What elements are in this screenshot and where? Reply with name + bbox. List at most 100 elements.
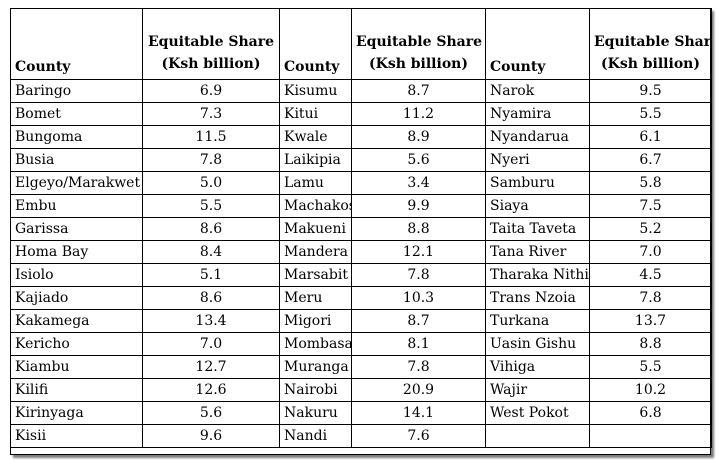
county-name-cell: Nyeri — [485, 148, 590, 172]
table-row: Embu 5.5 Machakos 9.9 Siaya 7.5 — [10, 194, 712, 218]
equitable-share-cell: 9.5 — [589, 79, 712, 103]
equitable-share-cell: 7.0 — [142, 332, 280, 356]
county-name-cell: Makueni — [279, 217, 352, 241]
equitable-share-header: Equitable Share (Ksh billion) — [589, 8, 712, 80]
table-row: Kirinyaga 5.6 Nakuru 14.1 West Pokot 6.8 — [10, 401, 712, 425]
county-name-cell: Mombasa — [279, 332, 352, 356]
equitable-share-cell: 5.8 — [589, 171, 712, 195]
county-name-cell: Homa Bay — [10, 240, 143, 264]
county-name-cell: Kilifi — [10, 378, 143, 402]
equitable-share-cell: 4.5 — [589, 263, 712, 287]
county-name-cell: Wajir — [485, 378, 590, 402]
equitable-share-cell: 8.9 — [351, 125, 486, 149]
county-name-cell: Muranga — [279, 355, 352, 379]
equitable-share-cell: 7.8 — [351, 263, 486, 287]
equitable-share-cell: 9.6 — [142, 424, 280, 448]
county-name-cell: Tana River — [485, 240, 590, 264]
county-name-cell: Garissa — [10, 217, 143, 241]
equitable-share-cell: 8.6 — [142, 217, 280, 241]
county-name-cell: Kajiado — [10, 286, 143, 310]
table-row: Bungoma 11.5 Kwale 8.9 Nyandarua 6.1 — [10, 125, 712, 149]
equitable-share-cell: 8.1 — [351, 332, 486, 356]
equitable-share-header-line1: Equitable Share — [594, 34, 712, 50]
equitable-share-cell: 12.7 — [142, 355, 280, 379]
equitable-share-cell: 10.3 — [351, 286, 486, 310]
equitable-share-cell: 11.2 — [351, 102, 486, 126]
table-header: County Equitable Share (Ksh billion) Cou… — [10, 8, 712, 80]
table-row: Kilifi 12.6 Nairobi 20.9 Wajir 10.2 — [10, 378, 712, 402]
equitable-share-header: Equitable Share (Ksh billion) — [351, 8, 486, 80]
county-name-cell: Isiolo — [10, 263, 143, 287]
county-name-cell: Kisumu — [279, 79, 352, 103]
equitable-share-cell: 5.6 — [142, 401, 280, 425]
equitable-share-cell: 5.6 — [351, 148, 486, 172]
equitable-share-header: Equitable Share (Ksh billion) — [142, 8, 280, 80]
equitable-share-cell: 5.5 — [142, 194, 280, 218]
table-row: Bomet 7.3 Kitui 11.2 Nyamira 5.5 — [10, 102, 712, 126]
equitable-share-cell: 7.8 — [351, 355, 486, 379]
table-row: Elgeyo/Marakwet 5.0 Lamu 3.4 Samburu 5.8 — [10, 171, 712, 195]
equitable-share-cell: 5.5 — [589, 355, 712, 379]
equitable-share-cell: 12.6 — [142, 378, 280, 402]
table-row: Baringo 6.9 Kisumu 8.7 Narok 9.5 — [10, 79, 712, 103]
county-name-cell: Meru — [279, 286, 352, 310]
table-body: Baringo 6.9 Kisumu 8.7 Narok 9.5 Bomet 7.3 Kitui… — [10, 79, 712, 448]
county-name-cell: Baringo — [10, 79, 143, 103]
county-name-cell: Uasin Gishu — [485, 332, 590, 356]
equitable-share-cell: 3.4 — [351, 171, 486, 195]
county-name-cell: Kisii — [10, 424, 143, 448]
equitable-share-cell: 5.2 — [589, 217, 712, 241]
equitable-share-header-line2: (Ksh billion) — [369, 56, 468, 72]
equitable-share-cell: 7.5 — [589, 194, 712, 218]
county-name-cell: Bungoma — [10, 125, 143, 149]
table-row: Kericho 7.0 Mombasa 8.1 Uasin Gishu 8.8 — [10, 332, 712, 356]
county-header: County — [279, 8, 352, 80]
equitable-share-cell: 13.7 — [589, 309, 712, 333]
equitable-share-cell: 12.1 — [351, 240, 486, 264]
equitable-share-cell — [589, 424, 712, 448]
equitable-share-cell: 11.5 — [142, 125, 280, 149]
county-name-cell: Taita Taveta — [485, 217, 590, 241]
county-name-cell: Nakuru — [279, 401, 352, 425]
equitable-share-cell: 7.8 — [142, 148, 280, 172]
county-name-cell: Migori — [279, 309, 352, 333]
county-header: County — [485, 8, 590, 80]
equitable-share-cell: 6.7 — [589, 148, 712, 172]
county-name-cell: Nyandarua — [485, 125, 590, 149]
equitable-share-cell: 20.9 — [351, 378, 486, 402]
table-row: Garissa 8.6 Makueni 8.8 Taita Taveta 5.2 — [10, 217, 712, 241]
equitable-share-cell: 8.7 — [351, 79, 486, 103]
county-name-cell: Kakamega — [10, 309, 143, 333]
county-header: County — [10, 8, 143, 80]
county-name-cell: Bomet — [10, 102, 143, 126]
county-name-cell: Nyamira — [485, 102, 590, 126]
equitable-share-cell: 14.1 — [351, 401, 486, 425]
equitable-share-cell: 8.7 — [351, 309, 486, 333]
county-name-cell: Samburu — [485, 171, 590, 195]
table-row: Kakamega 13.4 Migori 8.7 Turkana 13.7 — [10, 309, 712, 333]
county-name-cell: Turkana — [485, 309, 590, 333]
county-name-cell: Kericho — [10, 332, 143, 356]
equitable-share-header-line2: (Ksh billion) — [161, 56, 261, 72]
county-name-cell: Nairobi — [279, 378, 352, 402]
county-name-cell: Kwale — [279, 125, 352, 149]
table-row: Kajiado 8.6 Meru 10.3 Trans Nzoia 7.8 — [10, 286, 712, 310]
equitable-share-header-line1: Equitable Share — [356, 34, 483, 50]
county-name-cell: Kirinyaga — [10, 401, 143, 425]
county-name-cell: West Pokot — [485, 401, 590, 425]
county-name-cell: Embu — [10, 194, 143, 218]
equitable-share-cell: 5.5 — [589, 102, 712, 126]
equitable-share-cell: 7.6 — [351, 424, 486, 448]
equitable-share-cell: 8.6 — [142, 286, 280, 310]
county-name-cell: Tharaka Nithi — [485, 263, 590, 287]
equitable-share-cell: 10.2 — [589, 378, 712, 402]
county-name-cell: Nandi — [279, 424, 352, 448]
table-row: Kisii 9.6 Nandi 7.6 — [10, 424, 712, 448]
county-name-cell: Elgeyo/Marakwet — [10, 171, 143, 195]
county-name-cell: Siaya — [485, 194, 590, 218]
equitable-share-cell: 6.1 — [589, 125, 712, 149]
equitable-share-cell: 5.1 — [142, 263, 280, 287]
equitable-share-cell: 8.8 — [351, 217, 486, 241]
equitable-share-cell: 9.9 — [351, 194, 486, 218]
county-name-cell: Busia — [10, 148, 143, 172]
